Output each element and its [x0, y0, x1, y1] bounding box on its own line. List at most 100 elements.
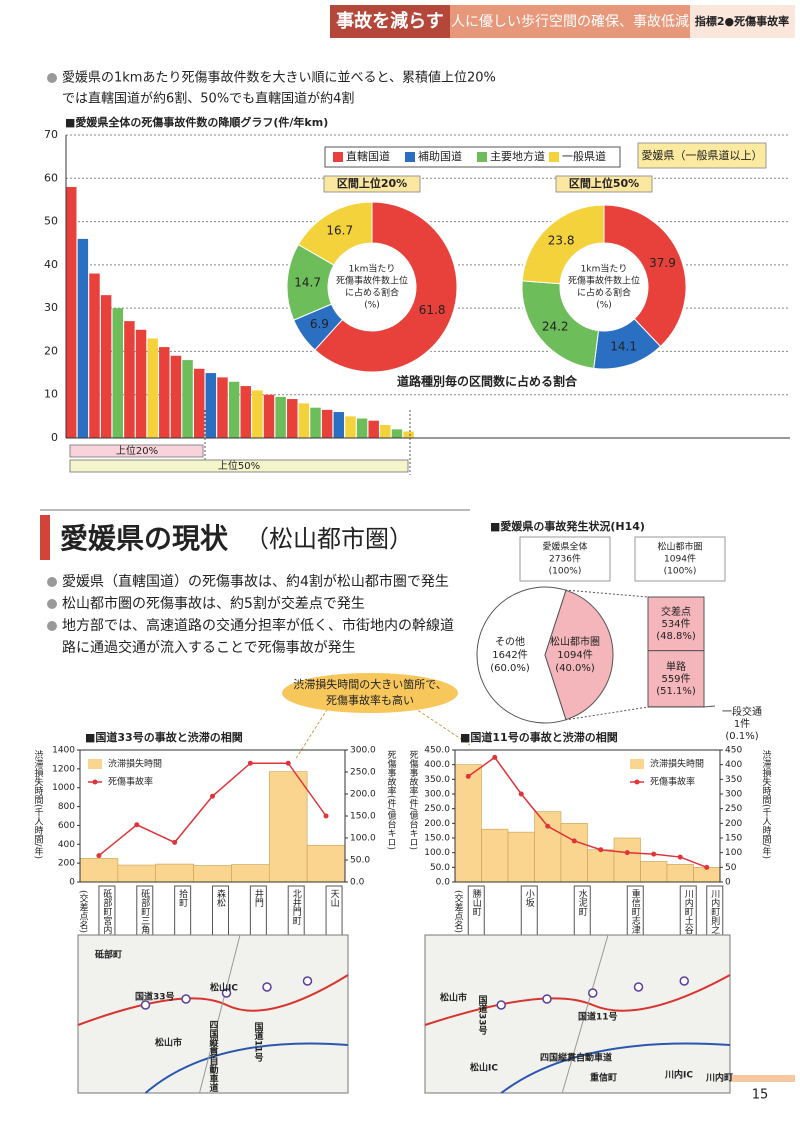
total-box-text: 2736件 — [549, 553, 581, 565]
map-intersection — [302, 976, 313, 986]
chart-title: ■愛媛県の事故発生状況(H14) — [490, 519, 645, 533]
step-bar — [534, 811, 562, 883]
bar — [321, 409, 333, 438]
map-intersection — [221, 988, 232, 998]
bar — [66, 186, 77, 438]
slice-label: 14.7 — [294, 276, 321, 290]
step-bar — [117, 864, 157, 883]
bar — [240, 386, 251, 438]
total-box-text: 松山都市圏 — [657, 541, 702, 553]
y-tick-label: 250.0 — [424, 804, 450, 814]
donut-title-box — [323, 175, 421, 193]
category-label: 拾町 — [177, 888, 188, 907]
pie-label: 松山都市圏 — [550, 635, 600, 648]
y-tick-label: 50.0 — [430, 863, 450, 873]
bar — [345, 416, 356, 438]
y2-tick-label: 50 — [725, 863, 737, 873]
y-tick-label: 200.0 — [424, 819, 450, 829]
bar — [77, 238, 89, 438]
line-point — [210, 793, 215, 799]
pie-slice — [544, 589, 614, 721]
annotation: 上位20% — [116, 444, 158, 457]
donut-center-text: 死傷事故件数上位 — [336, 275, 408, 287]
category-label: 井門 — [253, 888, 264, 908]
section-title-suffix: （松山都市圏） — [245, 525, 413, 553]
line-point — [172, 839, 178, 845]
bracket-box — [69, 459, 409, 473]
slice-label: 23.8 — [548, 233, 575, 247]
bar — [217, 377, 228, 438]
page-number: 15 — [752, 1088, 769, 1103]
map-label: 国道11号 — [578, 1011, 618, 1023]
total-box-text: 1094件 — [664, 553, 696, 565]
legend-swatch — [333, 152, 343, 162]
category-label: 天山 — [329, 889, 340, 907]
bar — [124, 321, 135, 438]
step-bar — [640, 861, 668, 883]
category-label: 砥部町三角 — [139, 888, 150, 935]
breakdown-box — [647, 596, 705, 652]
legend-label: 渋滞損失時間 — [108, 758, 162, 770]
y2-tick-label: 250.0 — [350, 768, 376, 778]
map-intersection — [181, 994, 191, 1004]
legend-box — [324, 146, 621, 168]
legend-swatch — [549, 152, 559, 162]
breakdown-value: (51.1%) — [656, 686, 696, 697]
header-title: 事故を減らす — [336, 10, 444, 32]
header-band — [450, 5, 690, 38]
line-point — [134, 822, 140, 828]
y-tick-label: 200 — [58, 859, 75, 869]
slice-label: 6.9 — [310, 317, 329, 331]
y-tick-label: 0 — [69, 878, 75, 888]
map-label: 国道33号 — [135, 991, 175, 1003]
total-box — [519, 536, 611, 582]
map-label: 重信町 — [590, 1072, 617, 1084]
legend-label: 主要地方道 — [490, 149, 545, 163]
category-label: 森松 — [215, 888, 226, 908]
y2-tick-label: 350 — [725, 775, 742, 785]
y-tick-label: 600 — [58, 821, 75, 831]
y2-tick-label: 450 — [725, 746, 742, 756]
section-bullet: 地方部では、高速道路の交通分担率が低く、市街地内の幹線道 — [62, 617, 454, 634]
header-indicator-box — [690, 5, 795, 38]
plot-frame — [79, 749, 346, 883]
category-header: (交差点名) — [453, 890, 464, 933]
pie-label: その他 — [495, 635, 525, 648]
map-label: 松山IC — [210, 982, 238, 994]
map-road — [561, 934, 609, 1094]
legend-swatch — [405, 152, 415, 162]
y2-axis-label: 死傷事故率(件/億台キロ) — [386, 750, 397, 850]
legend-label: 直轄国道 — [346, 149, 390, 163]
y2-tick-label: 400 — [725, 760, 742, 770]
donut-title-box — [555, 175, 653, 193]
step-bar — [231, 864, 270, 883]
y-axis-label: 渋滞損失時間(千人時間/年) — [33, 749, 44, 859]
header-indicator: 指標2●死傷事故率 — [695, 14, 789, 28]
bar — [170, 355, 182, 438]
callout-pointer — [294, 704, 331, 761]
breakdown-value: (48.8%) — [656, 631, 696, 642]
line-point — [96, 853, 102, 859]
pie-slice — [476, 586, 567, 724]
slice-label: 24.2 — [542, 319, 569, 333]
callout-text: 渋滞損失時間の大きい箇所で、 — [293, 677, 447, 691]
breakdown-count: 534件 — [661, 618, 690, 630]
y2-tick-label: 200 — [725, 819, 742, 829]
bar — [112, 308, 124, 438]
y2-tick-label: 250 — [725, 804, 742, 814]
map-label: 松山市 — [440, 992, 467, 1004]
y-tick-label: 60 — [44, 171, 58, 184]
donut-slice — [603, 204, 687, 348]
map-label: 国道11号 — [253, 1022, 264, 1063]
bullet — [47, 577, 57, 587]
y-axis-label: 死傷事故率(件/億台キロ) — [408, 750, 419, 850]
map-intersection — [588, 988, 598, 998]
step-bar — [666, 864, 694, 883]
header-subtitle: 人に優しい歩行空間の確保、事故低減 — [451, 13, 689, 30]
map-road — [424, 974, 731, 1026]
chart-title: ■国道11号の事故と渋滞の相関 — [460, 730, 618, 744]
map-label: 川内町 — [705, 1072, 733, 1084]
category-label: 水泥町 — [577, 888, 588, 916]
line-point — [624, 850, 630, 856]
y-tick-label: 70 — [44, 128, 58, 141]
